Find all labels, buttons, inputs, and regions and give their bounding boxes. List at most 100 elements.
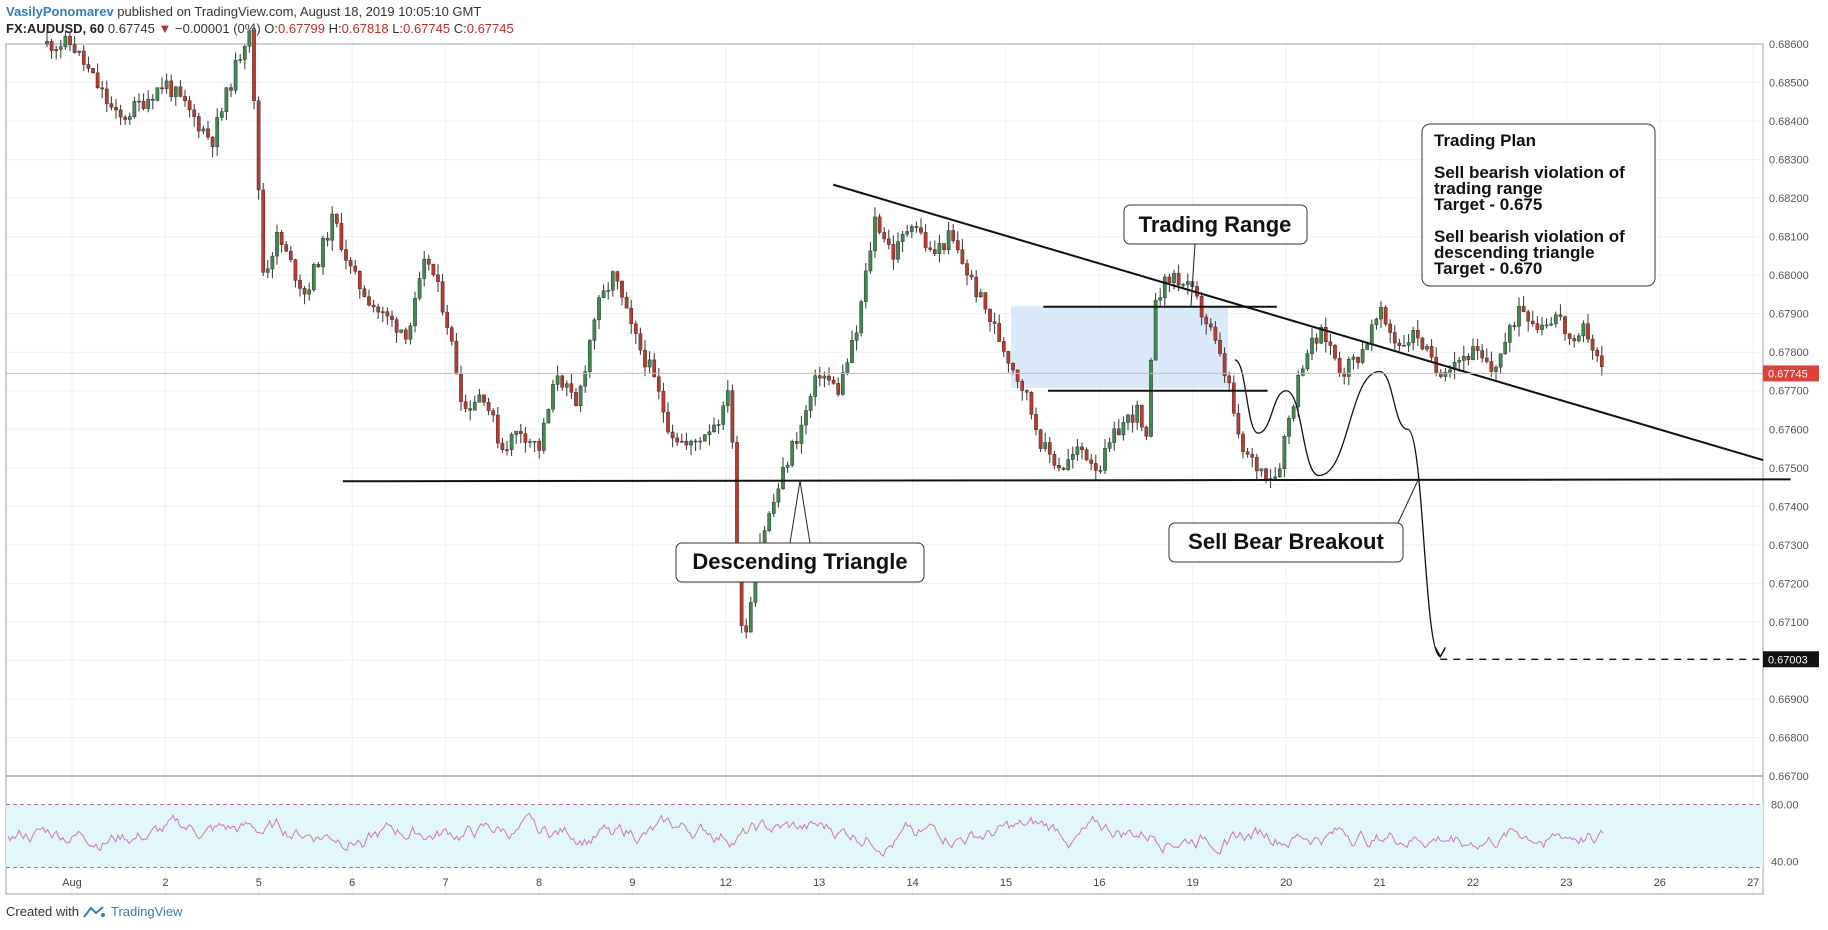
candle [702,434,707,442]
time-tick-label: 16 [1093,877,1105,889]
time-tick-label: 13 [813,877,825,889]
candle [859,299,864,337]
close-label: C: [453,21,467,36]
time-tick-label: 27 [1747,877,1759,889]
candle [1144,425,1149,441]
candle [1277,463,1282,478]
candle [863,262,868,309]
candle [905,224,910,237]
price-tick-label: 0.67200 [1769,578,1809,590]
projection-path[interactable] [1234,359,1440,657]
candle [850,330,854,364]
candle [790,439,795,468]
price-tick-label: 0.67400 [1769,501,1809,513]
candle [1558,304,1563,321]
triangle-resistance-line[interactable] [832,183,1764,462]
triangle-callout[interactable] [675,542,925,583]
breakout-callout[interactable] [1168,522,1404,563]
candle [95,63,100,89]
candle [1452,351,1457,380]
trading-plan-line: Trading Plan [1434,131,1536,150]
candle [781,457,785,490]
candle [1480,343,1485,363]
trading-plan-line: Sell bearish violation of [1434,227,1625,246]
candle [1323,317,1328,353]
candle [1291,404,1296,422]
triangle-support-line[interactable] [342,478,1791,483]
time-tick-label: 15 [1000,877,1012,889]
candle [357,270,362,299]
price-tick-label: 0.67300 [1769,540,1809,552]
candle [1576,333,1581,343]
candle [919,218,923,236]
candle [173,85,178,106]
candle [900,230,905,253]
author-link[interactable]: VasilyPonomarev [6,4,114,19]
candle [229,83,233,98]
candle [137,93,141,112]
candle [822,371,827,388]
candle [960,239,965,265]
candle [367,289,371,307]
candle [886,229,891,250]
candle [49,38,54,60]
candle [288,245,293,263]
candle [1581,320,1586,343]
trading-plan-callout[interactable] [1421,123,1656,287]
candle [1540,316,1544,336]
candle [587,339,592,378]
candle [1567,333,1572,345]
candle [155,87,160,102]
candle [192,103,197,127]
rsi-line [7,812,1604,857]
candle [256,96,261,200]
candle [265,259,270,279]
candle [785,461,790,473]
price-tick-label: 0.67900 [1769,309,1809,321]
candle [1213,321,1218,344]
candle [1553,311,1558,328]
candle [1383,305,1388,327]
candle [1001,336,1006,358]
candle [744,618,749,639]
candle [532,440,537,452]
price-tick-label: 0.66900 [1769,694,1809,706]
price-tick-label: 0.68600 [1769,39,1809,51]
candle [974,270,979,303]
candle [275,224,279,265]
trading-range-box[interactable] [1011,306,1228,388]
time-tick-label: 21 [1373,877,1385,889]
candle [873,207,877,258]
candle [546,408,551,424]
trading-plan-line: Target - 0.675 [1434,195,1542,214]
tradingview-link[interactable]: TradingView [110,904,183,919]
rsi-band [6,804,1763,868]
candle [817,366,822,387]
candle [233,52,238,94]
candle [854,325,859,351]
time-tick-label: 19 [1187,877,1199,889]
candle [486,397,491,416]
price-tick-label: 0.68300 [1769,155,1809,167]
candle [1563,315,1567,341]
candle [54,45,59,60]
candle [578,384,583,413]
triangle-label: Descending Triangle [692,549,907,574]
candle [293,258,298,288]
open-label: O: [264,21,279,36]
candle [431,263,436,277]
candle [1245,447,1250,458]
trading-range-callout[interactable] [1123,204,1308,245]
candle [523,427,528,453]
candle [564,380,569,397]
candle [1024,389,1029,401]
candle [495,406,500,449]
candle [794,432,799,450]
candle [928,241,933,252]
candle [298,274,302,297]
candle [1356,356,1360,369]
candle [1498,353,1503,374]
candle [178,80,183,98]
candle [693,438,698,452]
